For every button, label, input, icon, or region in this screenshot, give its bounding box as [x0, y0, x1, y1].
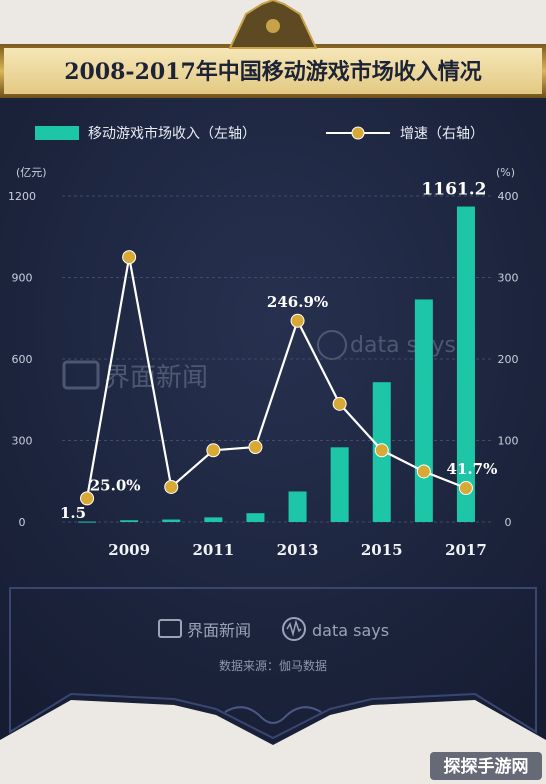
line-series — [80, 250, 473, 506]
data-label-growth-2017: 41.7% — [447, 460, 498, 478]
left-axis-unit: (亿元) — [16, 166, 47, 179]
ornament-scroll — [224, 706, 322, 724]
watermark-datasays: data says — [350, 333, 456, 358]
bar-2009 — [120, 520, 139, 522]
growth-line — [85, 256, 467, 499]
footer-datasays-wave — [286, 619, 302, 637]
growth-marker-2009 — [122, 250, 137, 265]
watermark-brand: 界面新闻 — [104, 363, 208, 393]
bar-2008 — [78, 521, 97, 523]
data-label-bar-2017: 1161.2 — [421, 180, 486, 200]
chart-panel — [0, 92, 546, 745]
legend-bar-label: 移动游戏市场收入（左轴） — [88, 125, 256, 142]
left-tick-label: 300 — [12, 435, 33, 448]
bar-2016 — [414, 299, 433, 522]
footer-brand: 界面新闻 — [187, 621, 251, 640]
right-tick-label: 100 — [498, 435, 519, 448]
x-tick-label: 2013 — [277, 541, 319, 559]
growth-marker-2014 — [332, 396, 347, 411]
data-label-growth-2013: 246.9% — [267, 293, 328, 311]
right-axis: 0 100 200 300 400 — [498, 190, 519, 529]
x-axis: 2009 2011 2013 2015 2017 — [108, 541, 487, 559]
data-label-bar-2008: 1.5 — [60, 504, 86, 522]
x-tick-label: 2017 — [445, 541, 487, 559]
corner-mark-bg — [430, 752, 542, 780]
corner-mark: 探探手游网 — [444, 756, 529, 777]
growth-marker-2008 — [80, 491, 95, 506]
left-tick-label: 600 — [12, 353, 33, 366]
left-tick-label: 900 — [12, 272, 33, 285]
right-tick-label: 0 — [505, 516, 512, 529]
growth-marker-2012 — [248, 440, 263, 455]
left-tick-label: 1200 — [8, 190, 36, 203]
growth-marker-2017 — [458, 481, 473, 496]
right-tick-label: 400 — [498, 190, 519, 203]
x-tick-label: 2011 — [192, 541, 234, 559]
left-tick-label: 0 — [19, 516, 26, 529]
right-tick-label: 200 — [498, 353, 519, 366]
footer-source: 数据来源：伽马数据 — [219, 658, 327, 673]
growth-marker-2011 — [206, 443, 221, 458]
data-label-growth-2009: 25.0% — [90, 476, 141, 494]
right-tick-label: 300 — [498, 272, 519, 285]
bar-2017 — [456, 206, 475, 523]
legend-line-marker — [351, 126, 365, 140]
footer-datasays-icon — [282, 617, 306, 641]
x-tick-label: 2009 — [108, 541, 150, 559]
bar-2011 — [204, 517, 223, 522]
x-tick-label: 2015 — [361, 541, 403, 559]
title-banner — [4, 48, 542, 94]
footer-logo-icon — [158, 619, 182, 638]
growth-marker-2010 — [164, 479, 179, 494]
ornament-frame — [9, 587, 537, 740]
crest-jewel — [266, 19, 280, 33]
bar-2013 — [288, 491, 307, 522]
footer-datasays: data says — [312, 621, 389, 640]
bar-2014 — [330, 447, 349, 522]
bar-2012 — [246, 513, 265, 522]
legend-line-label: 增速（右轴） — [400, 126, 484, 142]
right-axis-unit: (%) — [496, 166, 515, 179]
growth-marker-2015 — [374, 443, 389, 458]
growth-marker-2016 — [416, 464, 431, 479]
chart-title: 2008-2017年中国移动游戏市场收入情况 — [64, 59, 482, 85]
left-axis: 0 300 600 900 1200 — [8, 190, 36, 529]
growth-marker-2013 — [290, 313, 305, 328]
watermark-logo-icon — [62, 360, 100, 390]
legend-bar-swatch — [35, 126, 79, 140]
bar-2010 — [162, 519, 181, 522]
